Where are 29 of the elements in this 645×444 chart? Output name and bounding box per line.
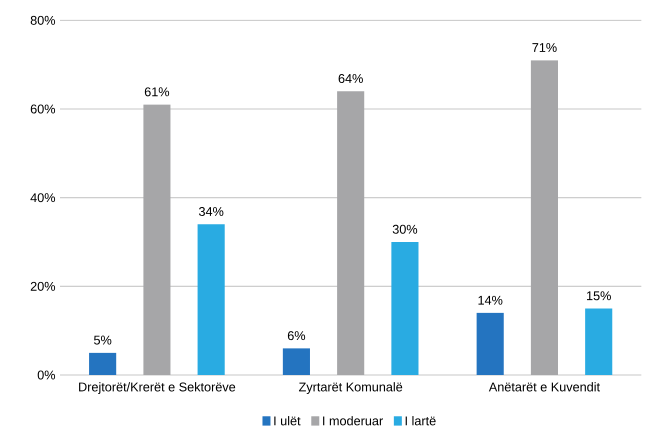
data-label: 61% xyxy=(144,87,170,96)
data-label: 30% xyxy=(392,224,418,234)
bar xyxy=(391,242,418,375)
bar xyxy=(337,91,364,375)
data-label: 6% xyxy=(288,331,306,340)
y-tick-label: 0% xyxy=(38,370,56,380)
y-tick-label: 40% xyxy=(30,193,56,202)
bar xyxy=(143,104,170,375)
x-tick-label: Drejtorët/Krerët e Sektorëve xyxy=(79,382,236,394)
bar xyxy=(476,312,504,375)
bar xyxy=(89,352,116,375)
y-tick-label: 20% xyxy=(30,282,56,291)
bar xyxy=(530,60,558,375)
y-tick-label: 80% xyxy=(30,16,56,25)
bar xyxy=(585,308,612,375)
x-tick-label: Zyrtarët Komunalë xyxy=(298,382,402,394)
y-tick-label: 60% xyxy=(30,104,56,114)
legend-label: I lartë xyxy=(406,416,436,426)
data-label: 5% xyxy=(94,336,112,345)
data-label: 34% xyxy=(198,207,224,216)
data-label: 14% xyxy=(478,296,502,305)
legend-label: I ulët xyxy=(274,416,300,426)
data-label: 15% xyxy=(586,291,611,300)
bar xyxy=(282,348,310,375)
data-label: 64% xyxy=(338,74,363,84)
data-label: 71% xyxy=(532,43,557,52)
x-tick-label: Anëtarët e Kuvendit xyxy=(488,382,600,392)
legend-label: I moderuar xyxy=(323,416,383,426)
bar xyxy=(198,224,225,375)
